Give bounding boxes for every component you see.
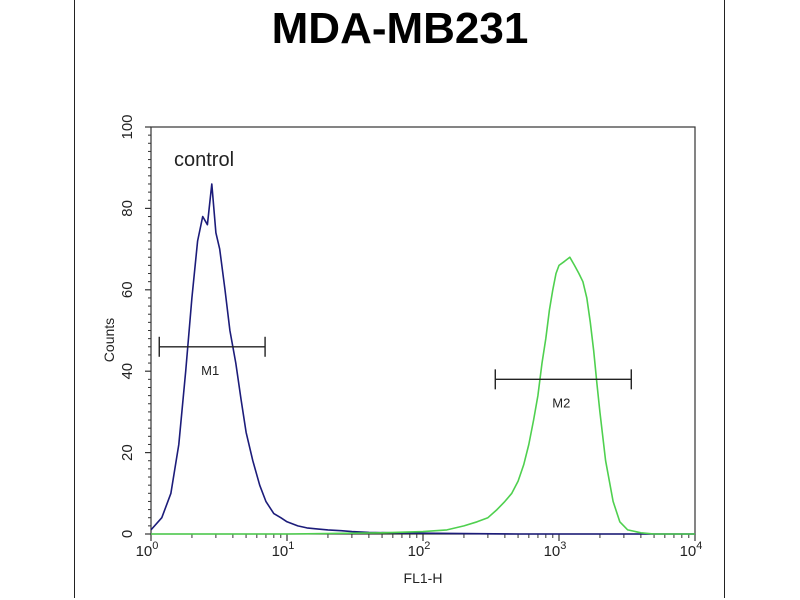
x-tick-label-2: 102	[408, 540, 431, 560]
y-tick-label-0: 0	[119, 530, 136, 538]
y-tick-label-80: 80	[119, 200, 136, 217]
marker-label-m2: M2	[552, 395, 570, 410]
x-tick-label-0: 100	[136, 540, 159, 560]
marker-group: M1 M2	[158, 336, 632, 410]
x-tick-label-1: 101	[272, 540, 295, 560]
chart-title: MDA-MB231	[271, 4, 529, 53]
series-group	[150, 183, 695, 535]
control-annotation: control	[174, 149, 234, 171]
series-line-1	[150, 183, 695, 535]
figure-frame	[74, 0, 725, 598]
plot-area-border	[150, 126, 696, 535]
x-tick-label-4: 104	[680, 540, 703, 560]
marker-m1: M1	[158, 336, 266, 378]
marker-m2: M2	[494, 369, 632, 410]
y-axis-label: Counts	[101, 318, 117, 362]
y-tick-label-60: 60	[119, 281, 136, 298]
y-tick-label-40: 40	[119, 363, 136, 380]
x-axis-label: FL1-H	[404, 570, 443, 586]
y-tick-label-100: 100	[119, 114, 136, 139]
x-axis-ticks: 100 101 102 103 104	[136, 534, 703, 560]
marker-label-m1: M1	[201, 363, 219, 378]
x-tick-label-3: 103	[544, 540, 567, 560]
y-axis-ticks: 0 20 40 60 80 100	[119, 114, 151, 538]
series-line-2	[151, 256, 695, 535]
y-tick-label-20: 20	[119, 444, 136, 461]
